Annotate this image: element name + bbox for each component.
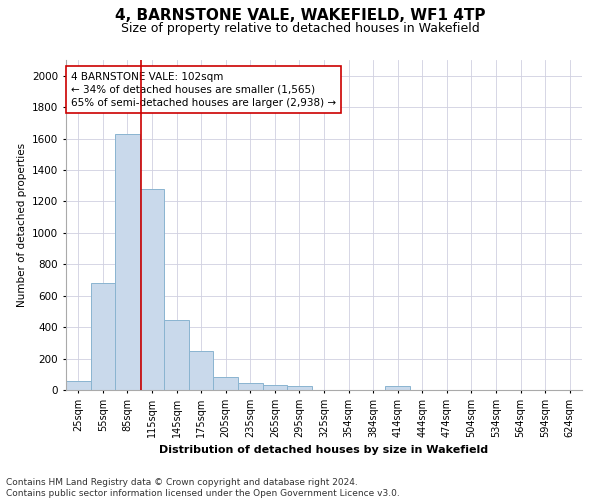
Bar — [287, 386, 312, 390]
Bar — [189, 350, 214, 390]
Bar — [66, 380, 91, 390]
Bar — [140, 189, 164, 390]
Bar — [238, 383, 263, 390]
Bar — [115, 134, 140, 390]
Text: 4 BARNSTONE VALE: 102sqm
← 34% of detached houses are smaller (1,565)
65% of sem: 4 BARNSTONE VALE: 102sqm ← 34% of detach… — [71, 72, 336, 108]
Bar — [263, 386, 287, 390]
Bar — [385, 386, 410, 390]
Text: Contains HM Land Registry data © Crown copyright and database right 2024.
Contai: Contains HM Land Registry data © Crown c… — [6, 478, 400, 498]
Bar — [214, 376, 238, 390]
X-axis label: Distribution of detached houses by size in Wakefield: Distribution of detached houses by size … — [160, 446, 488, 456]
Bar — [164, 320, 189, 390]
Text: Size of property relative to detached houses in Wakefield: Size of property relative to detached ho… — [121, 22, 479, 35]
Text: 4, BARNSTONE VALE, WAKEFIELD, WF1 4TP: 4, BARNSTONE VALE, WAKEFIELD, WF1 4TP — [115, 8, 485, 22]
Bar — [91, 283, 115, 390]
Y-axis label: Number of detached properties: Number of detached properties — [17, 143, 26, 307]
